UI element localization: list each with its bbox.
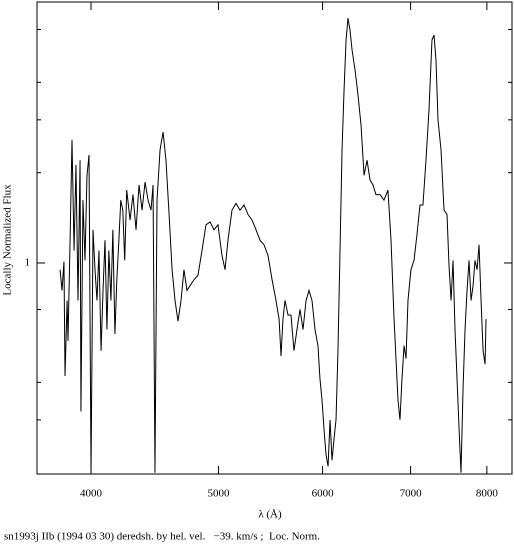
x-tick-label: 5000 — [207, 488, 230, 500]
spectrum-line — [59, 17, 487, 473]
y-tick-label: 1 — [25, 257, 31, 269]
y-axis-label: Locally Normalized Flux — [2, 184, 14, 296]
plot-frame — [36, 1, 513, 475]
caption: sn1993j IIb (1994 03 30) deredsh. by hel… — [4, 531, 320, 543]
x-tick-label: 8000 — [476, 488, 499, 500]
x-tick-label: 6000 — [312, 488, 335, 500]
x-axis-label: λ (Å) — [258, 509, 282, 521]
x-tick-label: 7000 — [400, 488, 423, 500]
x-tick-label: 4000 — [80, 488, 103, 500]
